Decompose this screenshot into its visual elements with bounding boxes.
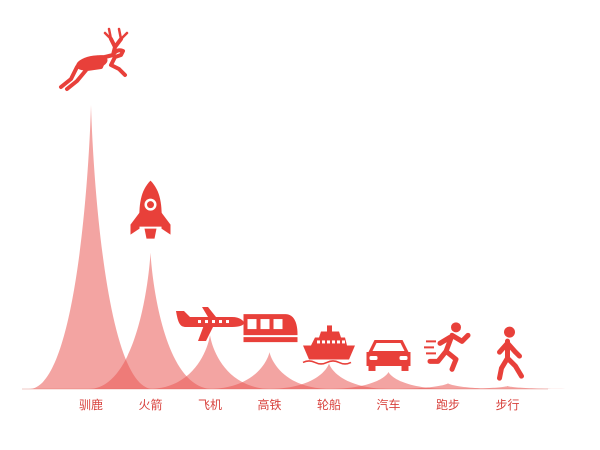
peak-4 — [207, 352, 332, 389]
car-icon — [366, 339, 411, 371]
walker-icon — [497, 326, 524, 381]
train-icon — [243, 314, 298, 343]
peak-5 — [267, 363, 391, 389]
peak-2 — [88, 252, 213, 389]
rocket-icon — [130, 180, 171, 239]
peak-6 — [326, 371, 451, 389]
category-label: 轮船 — [317, 398, 341, 412]
ship-icon — [302, 325, 355, 365]
category-label: 汽车 — [376, 397, 400, 412]
peak-3 — [148, 335, 272, 389]
deer-icon — [59, 27, 129, 91]
peak-7 — [386, 383, 510, 389]
peak-8 — [445, 386, 570, 389]
runner-icon — [424, 322, 471, 372]
category-label: 火箭 — [138, 397, 162, 412]
category-label: 高铁 — [257, 397, 281, 412]
chart-category-labels: 驯鹿 火箭 飞机 高铁 轮船 汽车 跑步 步行 — [79, 397, 520, 412]
peak-1 — [29, 105, 153, 389]
category-label: 步行 — [495, 398, 519, 412]
chart-peaks — [29, 105, 570, 389]
airplane-icon — [176, 307, 244, 342]
category-label: 跑步 — [436, 398, 460, 412]
category-label: 驯鹿 — [79, 397, 103, 412]
chart-icons — [59, 27, 524, 381]
category-label: 飞机 — [198, 398, 222, 412]
